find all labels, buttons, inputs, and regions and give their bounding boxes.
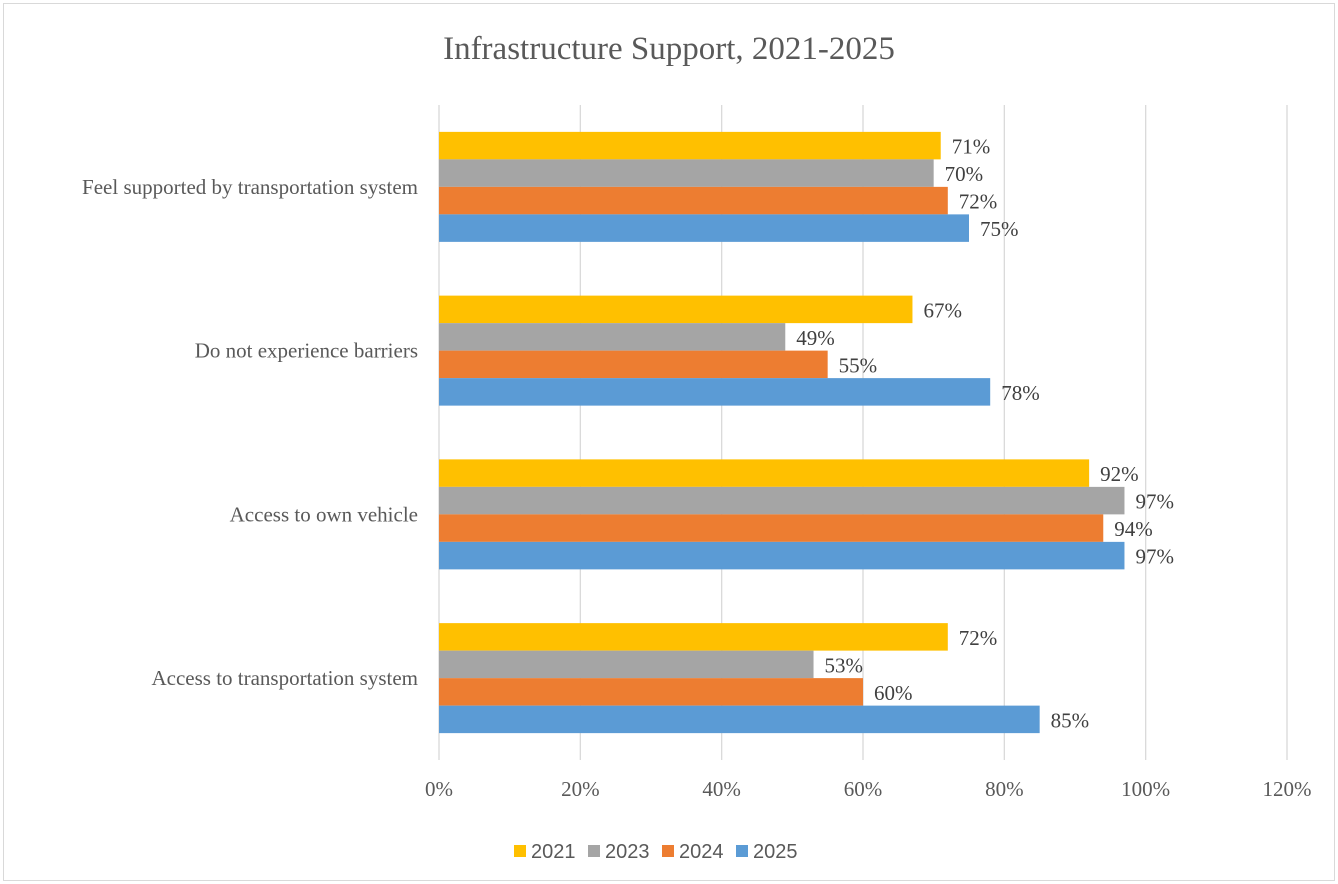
data-labels: 71% 70% 72% 75% 67% 49%55% 78% 92% 97% 94% 97% 72% 5… xyxy=(796,135,1174,733)
bar-2023 xyxy=(439,323,786,351)
category-label: Do not experience barriers xyxy=(195,339,418,363)
legend-swatch-2024 xyxy=(662,845,674,857)
data-label: 97% xyxy=(1135,490,1174,514)
data-label: 78% xyxy=(1001,381,1039,405)
category-label: Access to own vehicle xyxy=(230,502,418,526)
data-label: 49% xyxy=(796,326,835,350)
x-tick-label: 100% xyxy=(1121,777,1170,801)
category-label: Feel supported by transportation system xyxy=(82,175,418,199)
bar-2021 xyxy=(439,623,948,651)
data-label: 70% xyxy=(945,162,984,186)
data-label: 60% xyxy=(874,681,913,705)
bar-2025 xyxy=(439,214,969,242)
data-label: 72% xyxy=(959,190,998,214)
x-axis-ticks: 0% 20% 40% 60% 80% 100% 120% xyxy=(425,777,1312,801)
x-tick-label: 40% xyxy=(702,777,741,801)
data-label: 53% xyxy=(825,653,864,677)
bar-2025 xyxy=(439,378,991,406)
chart-title: Infrastructure Support, 2021-2025 xyxy=(443,31,895,67)
bars xyxy=(439,131,1125,734)
legend-swatch-2025 xyxy=(736,845,748,857)
data-label: 85% xyxy=(1051,708,1090,732)
bar-2025 xyxy=(439,541,1125,570)
data-label: 75% xyxy=(980,217,1019,241)
legend-label: 2025 xyxy=(753,841,798,863)
bar-2024 xyxy=(439,186,948,215)
legend: 2021 2023 2024 2025 xyxy=(514,841,798,863)
bar-2023 xyxy=(439,650,814,679)
category-label: Access to transportation system xyxy=(151,666,418,690)
legend-swatch-2021 xyxy=(514,845,526,857)
bar-2021 xyxy=(439,131,941,160)
x-tick-label: 80% xyxy=(985,777,1024,801)
data-label: 92% xyxy=(1100,462,1139,486)
x-tick-label: 0% xyxy=(425,777,453,801)
data-label: 55% xyxy=(839,353,878,377)
data-label: 97% xyxy=(1135,545,1174,569)
bar-2025 xyxy=(439,705,1040,734)
legend-label: 2021 xyxy=(531,841,576,863)
data-label: 67% xyxy=(923,298,962,322)
data-label: 71% xyxy=(952,135,991,159)
legend-label: 2024 xyxy=(679,841,724,863)
bar-2024 xyxy=(439,514,1104,542)
legend-label: 2023 xyxy=(605,841,650,863)
bar-2024 xyxy=(439,678,863,706)
bar-2021 xyxy=(439,459,1090,487)
bar-2024 xyxy=(439,350,828,379)
bar-2023 xyxy=(439,159,934,187)
y-axis-categories: Feel supported by transportation system D… xyxy=(82,175,418,690)
x-tick-label: 60% xyxy=(844,777,883,801)
legend-swatch-2023 xyxy=(588,845,600,857)
data-label: 94% xyxy=(1114,517,1153,541)
bar-2023 xyxy=(439,486,1125,515)
bar-2021 xyxy=(439,295,913,324)
x-tick-label: 120% xyxy=(1263,777,1312,801)
data-label: 72% xyxy=(959,626,998,650)
x-tick-label: 20% xyxy=(561,777,600,801)
